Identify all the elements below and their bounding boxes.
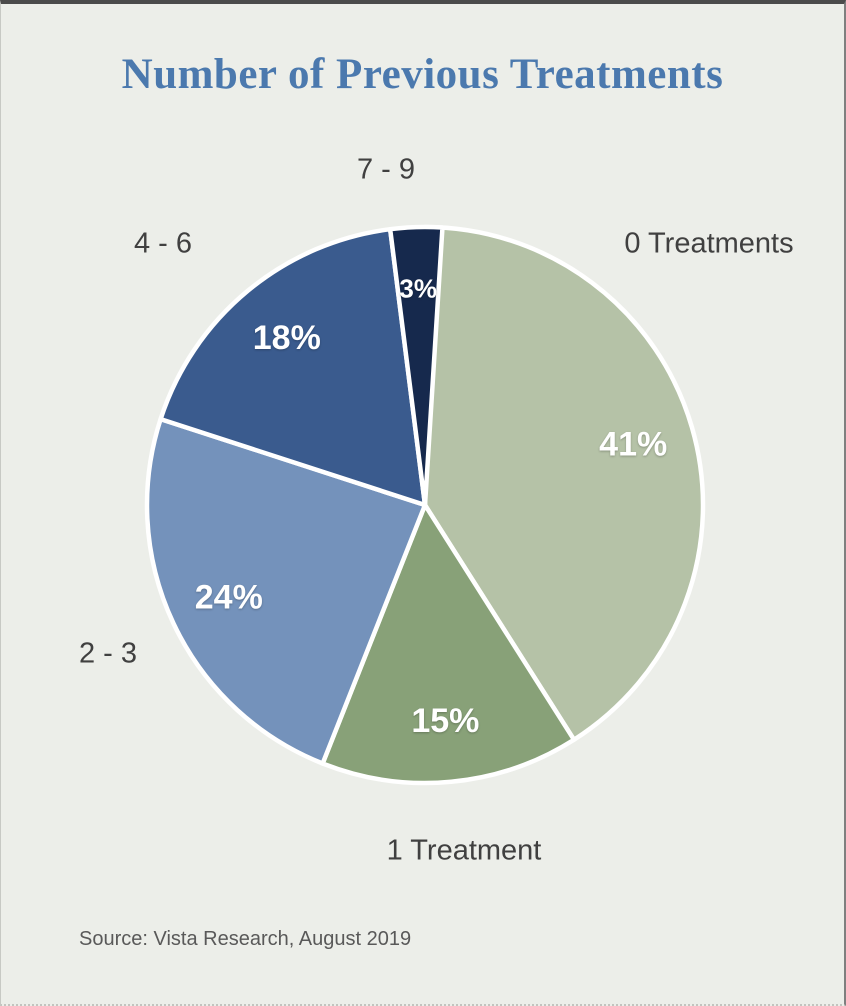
category-label-1-treatment: 1 Treatment [386, 834, 542, 867]
category-label-0-treatments: 0 Treatments [624, 227, 794, 260]
category-label-4-6: 4 - 6 [133, 227, 193, 260]
pie-slice-2 [144, 416, 428, 766]
pie-chart: 41% 15% 24% 18% 3% [144, 224, 706, 786]
source-note: Source: Vista Research, August 2019 [79, 928, 412, 950]
percent-label-2: 24% [195, 578, 263, 616]
percent-label-3: 18% [253, 319, 321, 357]
category-label-2-3: 2 - 3 [78, 637, 138, 670]
chart-title: Number of Previous Treatments [121, 51, 724, 98]
percent-label-1: 15% [411, 702, 479, 740]
pie-slice-4 [387, 224, 445, 508]
percent-label-4: 3% [399, 273, 437, 303]
category-label-7-9: 7 - 9 [356, 153, 416, 186]
pie-slice-3 [158, 226, 428, 508]
pie-slice-1 [320, 502, 577, 786]
percent-label-0: 41% [599, 426, 667, 464]
